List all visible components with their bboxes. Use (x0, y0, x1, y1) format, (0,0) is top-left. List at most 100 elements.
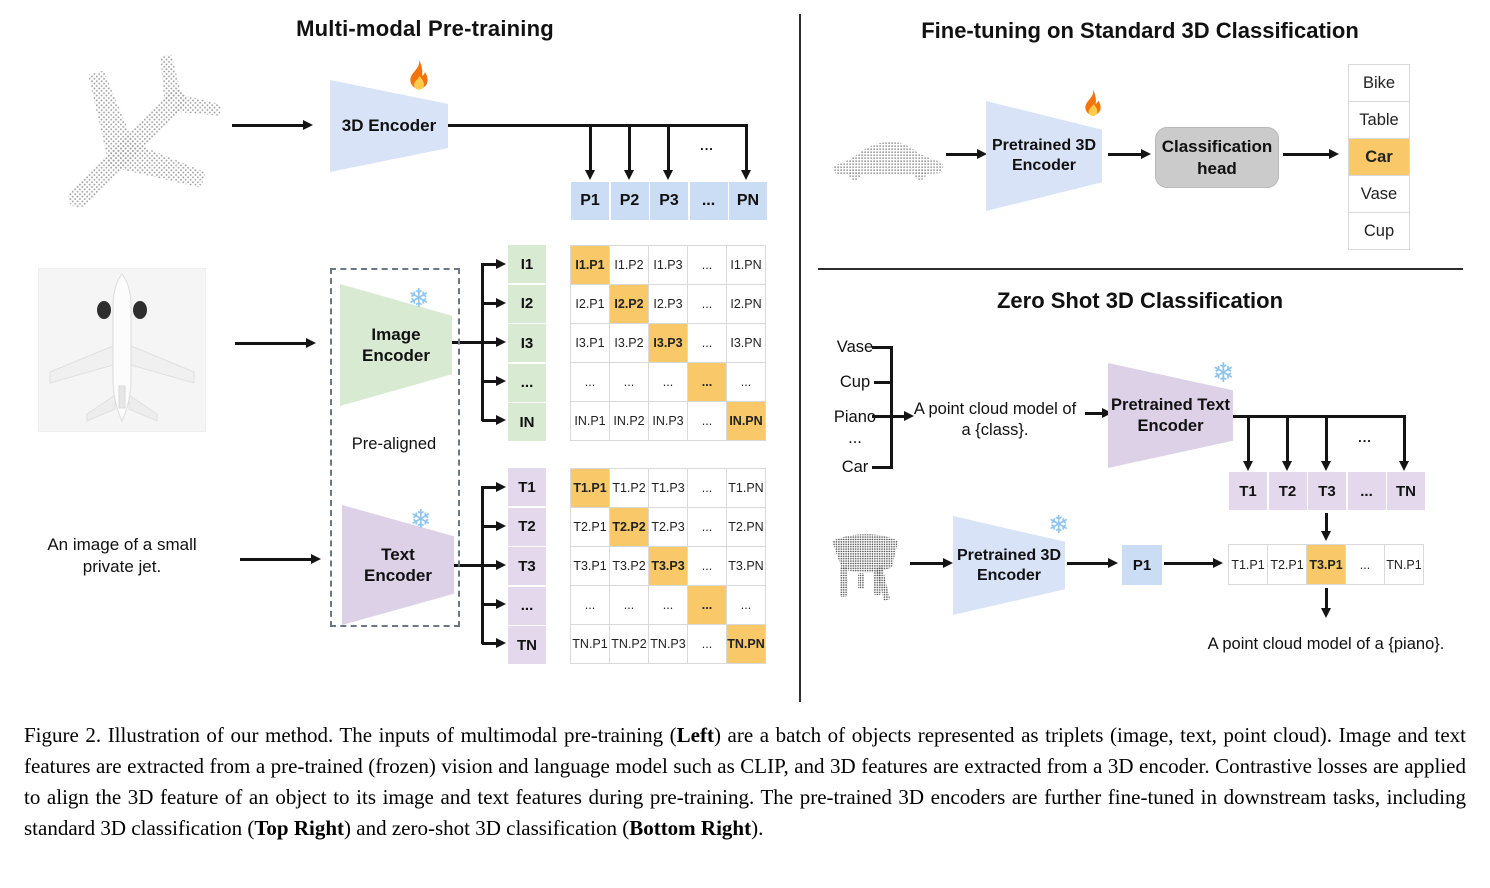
prompt-text-line2: a {class}. (961, 421, 1029, 440)
connector-line (482, 564, 497, 567)
ptext-label-line1: Pretrained Text (1111, 395, 1230, 414)
matrix-cell-4-2: TN.P3 (649, 625, 687, 663)
matrix-cell-2-0: I3.P1 (571, 324, 609, 362)
matrix-cell-0-0: I1.P1 (571, 246, 609, 284)
text-encoder-label-line2: Encoder (363, 566, 433, 585)
classification-head-label: Classification head (1162, 136, 1273, 179)
cell-P2: P2 (610, 182, 649, 220)
matrix-cell-4-1: IN.P2 (610, 402, 648, 440)
connector-line (482, 302, 497, 305)
matrix-cell-4-4: IN.PN (727, 402, 765, 440)
snowflake-icon: ❄ (1048, 510, 1069, 539)
cell-I1: I1 (508, 245, 546, 283)
connector-line (910, 562, 944, 565)
connector-line (482, 380, 497, 383)
arrowhead (1321, 531, 1331, 541)
input-text-line2: private jet. (82, 557, 162, 577)
t-feature-row: T1 T2 T3... TN (1229, 472, 1425, 510)
cell-Car: Car (1349, 139, 1409, 175)
connector-line (1108, 153, 1142, 156)
cell-TN: TN (508, 626, 546, 664)
connector-line (482, 419, 497, 422)
cell-T2: T2 (508, 507, 546, 546)
arrowhead (977, 149, 987, 159)
cell-T2P1: T2.P1 (1268, 545, 1306, 584)
prompt-text-line1: A point cloud model of (913, 400, 1077, 418)
connector-line (1247, 417, 1250, 461)
arrowhead (306, 338, 316, 348)
matrix-cell-2-4: I3.PN (727, 324, 765, 362)
pretrained-text-encoder-label: Pretrained Text Encoder (1111, 395, 1230, 436)
connector-line (892, 415, 905, 418)
matrix-cell-2-2: T3.P3 (649, 547, 687, 585)
matrix-cell-3-4: ... (727, 363, 765, 401)
caption-segment: Top Right (254, 816, 345, 840)
cell-: ... (1347, 472, 1386, 510)
matrix-cell-3-3: ... (688, 586, 726, 624)
caption-segment: ). (751, 816, 764, 840)
connector-line (589, 126, 592, 170)
matrix-cell-2-4: T3.PN (727, 547, 765, 585)
prompt-class-cup: Cup (839, 373, 871, 391)
arrowhead (311, 554, 321, 564)
matrix-cell-4-2: IN.P3 (649, 402, 687, 440)
connector-line (482, 525, 497, 528)
matrix-cell-3-2: ... (649, 363, 687, 401)
arrowhead (496, 376, 506, 386)
cell-T3P1: T3.P1 (1307, 545, 1345, 584)
connector-line (482, 603, 497, 606)
matrix-cell-3-1: ... (610, 363, 648, 401)
matrix-cell-1-0: T2.P1 (571, 508, 609, 546)
cell-Vase: Vase (1349, 176, 1409, 212)
cell-: ... (689, 182, 728, 220)
image-similarity-matrix: I1.P1 I1.P2 I1.P3... I1.PN I2.P1 I2.P2 I2.P3..… (570, 245, 766, 441)
matrix-cell-4-1: TN.P2 (610, 625, 648, 663)
fire-icon (410, 60, 428, 90)
connector-line (482, 486, 497, 489)
encoder-label-line1: Pretrained 3D (991, 137, 1097, 154)
connector-line (872, 466, 890, 469)
arrowhead (585, 170, 595, 180)
cell-: ... (1346, 545, 1384, 584)
arrowhead (1141, 149, 1151, 159)
vertical-divider (799, 14, 801, 702)
image-feature-labels: I1 I2 I3... IN (508, 245, 546, 441)
caption-segment: Figure 2. Illustration of our method. Th… (24, 723, 677, 747)
top-right-title: Fine-tuning on Standard 3D Classificatio… (921, 18, 1359, 43)
connector-line (482, 341, 497, 344)
encoder-3d-label: 3D Encoder (341, 116, 437, 136)
arrowhead (496, 482, 506, 492)
matrix-cell-0-2: T1.P3 (649, 469, 687, 507)
bottom-right-title: Zero Shot 3D Classification (996, 288, 1284, 313)
arrowhead (496, 521, 506, 531)
cell-T3: T3 (508, 547, 546, 585)
head-label-line1: Classification (1161, 137, 1273, 157)
arrowhead (496, 337, 506, 347)
matrix-cell-3-1: ... (610, 586, 648, 624)
figure-caption: Figure 2. Illustration of our method. Th… (24, 720, 1466, 844)
prompt-text: A point cloud model of a {class}. (900, 399, 1090, 442)
connector-line (1164, 562, 1214, 565)
cell-PN: PN (729, 182, 767, 220)
matrix-cell-1-1: I2.P2 (610, 285, 648, 323)
connector-line (667, 126, 670, 170)
cell-: ... (508, 363, 546, 402)
input-text-line1: An image of a small (47, 535, 197, 554)
matrix-cell-2-3: ... (688, 547, 726, 585)
connector-line (452, 341, 482, 344)
cell-I2: I2 (508, 284, 546, 323)
cell-T1: T1 (508, 468, 546, 506)
connector-line (482, 642, 497, 645)
arrowhead (496, 638, 506, 648)
cell-IN: IN (508, 403, 546, 441)
connector-line (240, 558, 312, 561)
encoder-3d: 3D Encoder (330, 80, 448, 172)
arrowhead (1329, 149, 1339, 159)
piano-point-cloud (832, 534, 898, 601)
matrix-cell-3-4: ... (727, 586, 765, 624)
arrowhead (496, 298, 506, 308)
connector-line (745, 126, 748, 170)
cell-T3: T3 (1308, 472, 1346, 510)
caption-segment: Bottom Right (629, 816, 752, 840)
